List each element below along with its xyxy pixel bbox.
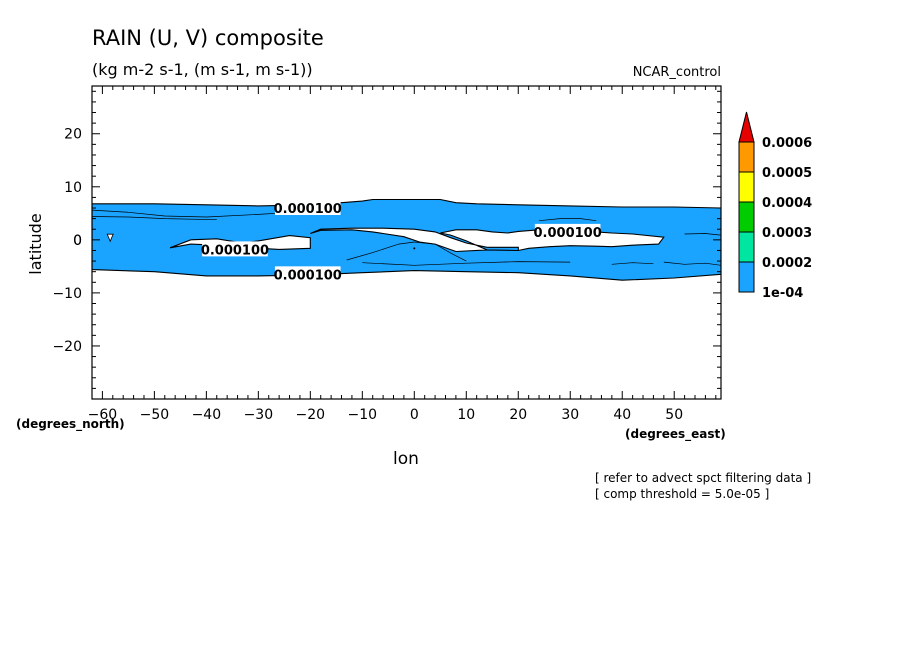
- colorbar-segment: [738, 261, 755, 293]
- x-tick-label: 0: [410, 407, 419, 423]
- contour-line: [92, 216, 217, 221]
- contour-label: 0.000100: [201, 243, 269, 258]
- x-tick-label: 10: [457, 407, 475, 423]
- contour-label: 0.000100: [274, 202, 342, 217]
- colorbar-arrow: [738, 111, 755, 143]
- colorbar-segment: [738, 171, 755, 203]
- y-tick-label: −10: [52, 286, 82, 302]
- contour-line: [362, 261, 571, 266]
- axes: −60 −50 −40 −30 −20 −10 0 10 20 30 40 50 −20 −10 0 10 20…: [52, 86, 721, 423]
- colorbar-label: 0.0003: [762, 226, 812, 241]
- y-tick-label: −20: [52, 339, 82, 355]
- contour-label-bg: [274, 200, 341, 216]
- colorbar-segment: [738, 231, 755, 263]
- chart-subtitle: (kg m-2 s-1, (m s-1, m s-1)): [92, 60, 313, 79]
- contour-dot: [413, 247, 416, 250]
- y-tick-label: 20: [64, 127, 82, 143]
- x-tick-label: −10: [348, 407, 378, 423]
- contour-label: 0.000100: [274, 268, 342, 283]
- colorbar-label: 0.0002: [762, 256, 812, 271]
- plot-frame: [91, 85, 722, 400]
- colorbar-label: 0.0005: [762, 166, 812, 181]
- y-tick-label: 0: [73, 233, 82, 249]
- x-tick-label: 30: [561, 407, 579, 423]
- x-tick-label: 20: [509, 407, 527, 423]
- rain-band-region: [92, 198, 721, 281]
- colorbar-segment: [738, 141, 755, 173]
- x-tick-label: 50: [665, 407, 683, 423]
- x-tick-label: −30: [244, 407, 274, 423]
- chart-title: RAIN (U, V) composite: [92, 26, 324, 50]
- contour-label: 0.000100: [534, 226, 602, 241]
- contour-line: [539, 218, 597, 222]
- note-threshold: [ comp threshold = 5.0e-05 ]: [595, 487, 769, 501]
- contour-marker: [106, 233, 114, 243]
- colorbar-label: 0.0006: [762, 136, 812, 151]
- x-axis-label: lon: [393, 449, 419, 469]
- x-tick-label: −60: [88, 407, 118, 423]
- contour-line: [684, 233, 721, 236]
- note-filtering: [ refer to advect spct filtering data ]: [595, 471, 811, 485]
- contour-line: [663, 261, 721, 266]
- x-tick-label: 40: [613, 407, 631, 423]
- colorbar-segment: [738, 201, 755, 233]
- contour-line: [92, 209, 285, 218]
- rain-band: 0.000100 0.000100 0.000100 0.000100: [92, 198, 721, 283]
- contour-line: [346, 241, 467, 262]
- colorbar: 1e-04 0.0002 0.0003 0.0004 0.0005 0.0006: [738, 111, 812, 301]
- contour-label-bg: [274, 266, 341, 282]
- x-tick-label: −20: [296, 407, 326, 423]
- x-unit-label: (degrees_east): [625, 427, 726, 442]
- run-label: NCAR_control: [633, 65, 721, 80]
- colorbar-label: 1e-04: [762, 286, 803, 301]
- y-unit-label: (degrees_north): [16, 417, 125, 432]
- contour-label-bg: [202, 241, 268, 257]
- y-tick-label: 0: [73, 233, 82, 249]
- contour-line: [611, 262, 654, 265]
- x-tick-label: −50: [140, 407, 170, 423]
- colorbar-label: 0.0004: [762, 196, 812, 211]
- x-tick-label: −40: [192, 407, 222, 423]
- contour-label-bg: [534, 223, 601, 239]
- y-tick-label: 10: [64, 180, 82, 196]
- y-axis-label: latitude: [26, 213, 45, 274]
